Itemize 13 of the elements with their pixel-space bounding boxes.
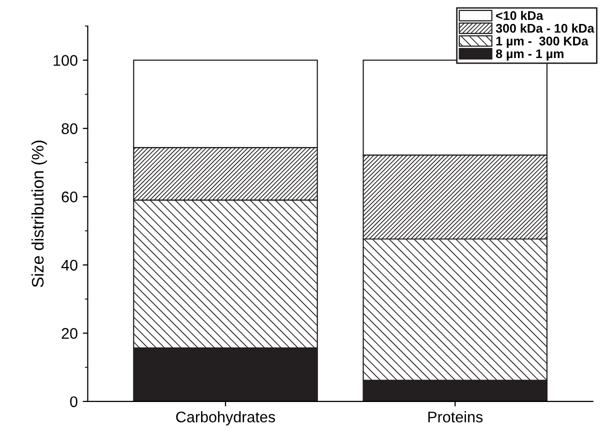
y-tick-label: 60 xyxy=(62,192,78,202)
y-tick-label: 100 xyxy=(54,55,78,66)
y-tick-label: 80 xyxy=(62,123,78,134)
legend-label: 300 kDa - 10 kDa xyxy=(496,24,594,33)
y-tick-label: 20 xyxy=(62,328,78,339)
y-tick-label: 0 xyxy=(70,396,78,408)
y-axis-title: Size distribution (%) xyxy=(31,140,47,288)
legend-label: <10 kDa xyxy=(496,10,544,20)
x-tick-label: Carbohydrates xyxy=(176,411,276,426)
legend-label: 1 µm - 300 KDa xyxy=(496,36,588,48)
legend-label: 8 µm - 1 µm xyxy=(496,49,564,61)
x-tick-label: Proteins xyxy=(428,411,483,422)
y-tick-label: 40 xyxy=(61,260,78,271)
